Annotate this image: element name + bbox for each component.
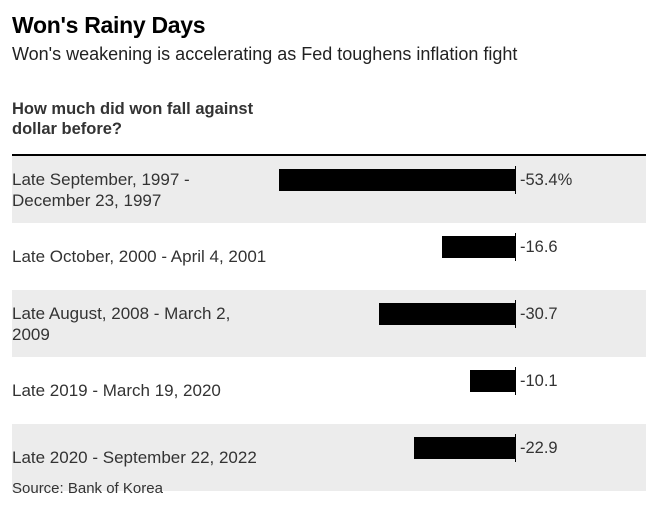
table-row: Late September, 1997 - December 23, 1997… [12,156,646,223]
zero-baseline [515,434,516,462]
zero-baseline [515,300,516,328]
data-label: -10.1 [520,372,558,390]
bar [279,169,515,191]
category-label: Late 2019 - March 19, 2020 [12,381,221,400]
bar [413,437,515,459]
data-label: -30.7 [520,305,558,323]
table-row: Late August, 2008 - March 2, 2009 -30.7 [12,290,646,357]
category-label: Late 2020 - September 22, 2022 [12,448,257,467]
chart-subtitle: Won's weakening is accelerating as Fed t… [12,44,518,64]
table-row: Late 2020 - September 22, 2022 -22.9 [12,424,646,491]
zero-baseline [515,367,516,395]
category-label: Late October, 2000 - April 4, 2001 [12,247,267,266]
data-label: -53.4% [520,171,573,189]
category-label: Late August, 2008 - March 2, 2009 [12,303,231,344]
category-label: Late September, 1997 - December 23, 1997 [12,169,190,210]
table-row: Late 2019 - March 19, 2020 -10.1 [12,357,646,424]
bar-table: Late September, 1997 - December 23, 1997… [12,156,646,491]
column-header: How much did won fall against dollar bef… [12,100,254,138]
table-row: Late October, 2000 - April 4, 2001 -16.6 [12,223,646,290]
source-note: Source: Bank of Korea [12,480,163,497]
data-label: -22.9 [520,439,558,457]
chart-title: Won's Rainy Days [12,12,206,38]
bar [441,236,515,258]
header-rule [12,154,646,156]
bar [379,303,515,325]
bar [470,370,515,392]
data-label: -16.6 [520,238,558,256]
zero-baseline [515,233,516,261]
zero-baseline [515,166,516,194]
